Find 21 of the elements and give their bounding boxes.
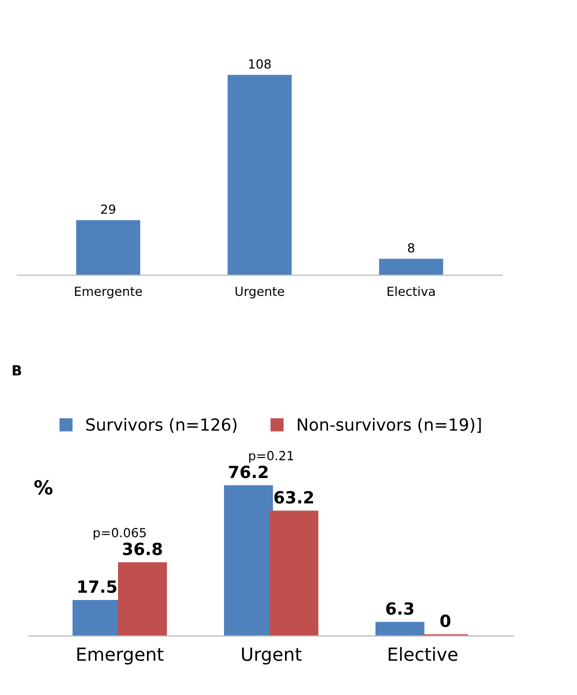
data-label: 0	[440, 614, 450, 628]
data-label: 17.5	[78, 580, 116, 593]
y-axis-title: %	[34, 480, 53, 495]
x-tick-label: Emergente	[75, 286, 142, 298]
data-label: 6.3	[386, 602, 414, 615]
annotation: p=0.065	[94, 528, 146, 540]
x-tick-label: Urgent	[242, 648, 302, 665]
data-label: 63.2	[274, 491, 314, 504]
data-label: 76.2	[229, 466, 268, 478]
text: p=0.21	[249, 450, 294, 463]
data-label: 8	[408, 243, 414, 253]
data-label: 108	[249, 59, 271, 69]
x-tick-label: Elective	[388, 647, 458, 662]
x-tick-label: Electiva	[388, 286, 435, 296]
legend-label: Non-survivors (n=19)]	[298, 418, 481, 433]
data-label: 36.8	[123, 542, 162, 556]
x-tick-label: Emergent	[77, 648, 164, 665]
chart-title: B	[12, 365, 22, 376]
data-label: 29	[101, 204, 116, 214]
legend-label: Survivors (n=126)	[86, 418, 236, 433]
x-tick-label: Urgente	[236, 286, 284, 298]
